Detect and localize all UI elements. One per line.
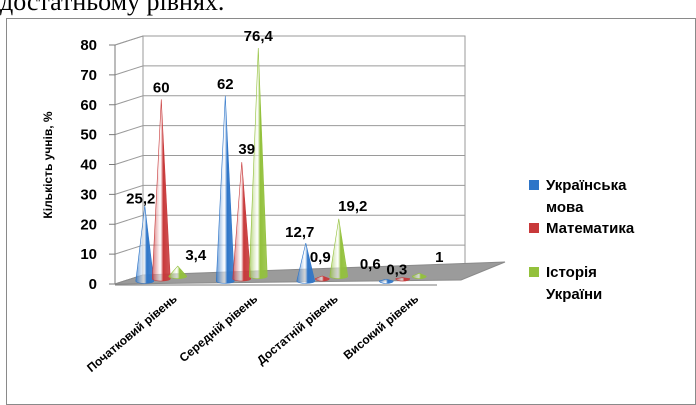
legend-label: Українська xyxy=(546,177,627,194)
cone-Математика xyxy=(232,162,252,282)
legend: Українська мова Математика Історія України xyxy=(529,177,635,303)
data-label: 19,2 xyxy=(338,198,367,215)
data-label: 0,3 xyxy=(386,262,407,279)
legend-swatch xyxy=(529,267,539,277)
cone-Історія України xyxy=(329,218,349,279)
cone-Історія України xyxy=(411,272,427,279)
category-label: Достатній рівень xyxy=(254,292,341,368)
y-tick-label: 60 xyxy=(80,97,97,114)
legend-label: мова xyxy=(546,199,584,216)
y-axis-title: Кількість учнів, % xyxy=(41,111,55,219)
cone-Українська мова xyxy=(215,95,235,284)
cone-Математика xyxy=(151,99,171,282)
data-label: 76,4 xyxy=(244,28,274,45)
y-tick-label: 70 xyxy=(80,67,97,84)
data-label: 25,2 xyxy=(126,191,155,208)
caption-fragment: достатньому рівнях. xyxy=(0,0,225,16)
legend-swatch xyxy=(529,223,539,233)
cone-Історія України xyxy=(168,265,188,279)
gridline xyxy=(114,125,465,136)
y-tick-label: 10 xyxy=(80,246,97,263)
gridline xyxy=(114,214,465,225)
data-label: 62 xyxy=(217,76,234,93)
cones xyxy=(135,47,427,284)
cone-Математика xyxy=(395,277,411,282)
y-tick-label: 20 xyxy=(80,216,97,233)
data-label: 0,6 xyxy=(360,256,381,273)
y-axis-title-text: Кількість учнів, % xyxy=(41,111,55,219)
data-label: 60 xyxy=(153,79,170,96)
y-tick-label: 30 xyxy=(80,186,97,203)
data-label: 12,7 xyxy=(285,224,314,241)
category-label: Середній рівень xyxy=(177,292,261,365)
gridline xyxy=(114,95,465,106)
legend-label: Математика xyxy=(546,220,635,237)
legend-label: України xyxy=(546,286,602,303)
data-label: 1 xyxy=(435,249,443,266)
cone-Українська мова xyxy=(296,242,316,284)
y-tick-label: 0 xyxy=(89,276,97,293)
y-axis-ticks: 0 10 20 30 40 50 60 70 80 xyxy=(80,37,116,293)
y-tick-label: 50 xyxy=(80,127,97,144)
gridline xyxy=(114,184,465,195)
y-tick-label: 40 xyxy=(80,157,97,174)
legend-swatch xyxy=(529,180,539,190)
legend-label: Історія xyxy=(546,264,597,281)
cone-Математика xyxy=(314,275,330,282)
y-tick-label: 80 xyxy=(80,37,97,54)
data-labels: 25,2 60 3,4 62 39 76,4 12,7 0,9 19,2 0,6 0,3 1 xyxy=(126,28,443,279)
data-label: 3,4 xyxy=(185,247,207,264)
data-label: 0,9 xyxy=(310,249,331,266)
data-label: 39 xyxy=(238,141,255,158)
cone-Українська мова xyxy=(378,278,394,284)
gridline xyxy=(114,35,465,46)
gridline xyxy=(114,65,465,76)
gridline xyxy=(114,155,465,165)
category-label: Високий рівень xyxy=(341,292,421,363)
category-label: Початковий рівень xyxy=(84,292,180,375)
cone-Історія України xyxy=(248,47,268,279)
cone-Українська мова xyxy=(135,205,155,284)
